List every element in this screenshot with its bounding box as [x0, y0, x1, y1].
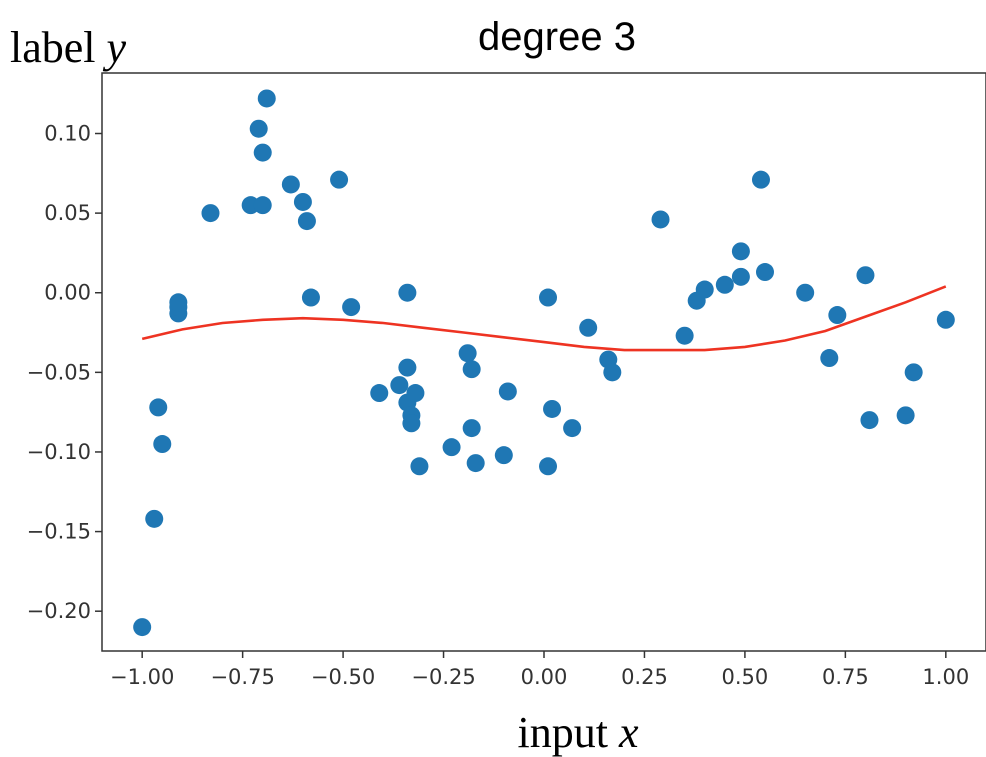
y-tick-label: 0.05 [44, 201, 91, 225]
data-point [695, 280, 714, 299]
data-point [828, 306, 847, 325]
x-tick-label: 0.00 [521, 665, 568, 689]
data-point [330, 170, 349, 189]
data-point [370, 384, 389, 403]
data-point [756, 263, 774, 282]
y-tick-label: 0.10 [44, 122, 91, 146]
y-tick-label: −0.10 [27, 440, 91, 464]
data-point [257, 89, 276, 108]
data-point [494, 446, 513, 465]
data-point [458, 344, 477, 363]
data-point [539, 288, 558, 307]
y-tick-label: 0.00 [44, 281, 91, 305]
x-tick-label: −0.75 [210, 665, 274, 689]
x-tick-label: −0.25 [411, 665, 475, 689]
data-point [462, 360, 481, 379]
data-point [498, 382, 517, 401]
x-tick-label: −0.50 [311, 665, 375, 689]
data-point [253, 143, 272, 162]
data-point [796, 283, 815, 302]
x-axis: −1.00 −0.75 −0.50 −0.25 0.00 0.25 0.50 0.75 1.00 [110, 651, 969, 689]
data-point [543, 399, 562, 418]
data-point [402, 414, 421, 433]
data-point [398, 358, 417, 377]
y-axis-label: label y [10, 23, 127, 72]
data-point [820, 349, 839, 368]
data-point [904, 363, 923, 382]
data-point [253, 196, 272, 215]
data-point [579, 318, 598, 337]
data-point [398, 283, 417, 302]
x-axis-label-var: x [618, 708, 639, 757]
data-point [731, 242, 750, 261]
data-point [301, 288, 320, 307]
y-axis: 0.10 0.05 0.00 −0.05 −0.10 −0.15 −0.20 [27, 122, 102, 623]
data-point [731, 267, 750, 286]
y-tick-label: −0.05 [27, 360, 91, 384]
x-tick-label: −1.00 [110, 665, 174, 689]
y-axis-label-prefix: label [10, 23, 107, 72]
data-point [651, 210, 670, 229]
x-axis-label: input x [518, 708, 639, 757]
data-point [856, 266, 875, 285]
data-point [896, 406, 915, 425]
y-axis-label-var: y [103, 23, 127, 72]
plot-frame [101, 72, 986, 652]
data-point [297, 212, 316, 231]
data-point [390, 376, 409, 395]
data-point [936, 310, 955, 329]
x-tick-label: 1.00 [922, 665, 969, 689]
data-point [715, 275, 734, 294]
x-tick-label: 0.50 [722, 665, 769, 689]
data-point [462, 419, 481, 438]
data-point [410, 457, 429, 476]
data-point [281, 175, 300, 194]
data-point [169, 293, 188, 312]
data-point [860, 411, 879, 430]
x-tick-label: 0.25 [621, 665, 668, 689]
data-point [406, 384, 425, 403]
data-point [466, 454, 485, 473]
data-point [442, 438, 461, 457]
data-point [342, 298, 361, 317]
fit-curve [141, 285, 947, 352]
data-point [153, 435, 172, 454]
chart-title: degree 3 [478, 15, 636, 59]
data-point [249, 119, 268, 138]
data-point [603, 363, 622, 382]
data-point [145, 509, 164, 528]
x-axis-label-prefix: input [518, 708, 619, 757]
data-point [133, 618, 152, 637]
y-tick-label: −0.20 [27, 599, 91, 623]
scatter-points [133, 89, 955, 637]
data-point [149, 398, 168, 417]
y-tick-label: −0.15 [27, 520, 91, 544]
data-point [751, 170, 770, 189]
data-point [201, 204, 220, 223]
data-point [293, 192, 312, 211]
data-point [563, 419, 582, 438]
x-tick-label: 0.75 [822, 665, 869, 689]
data-point [675, 326, 694, 345]
data-point [539, 457, 558, 476]
